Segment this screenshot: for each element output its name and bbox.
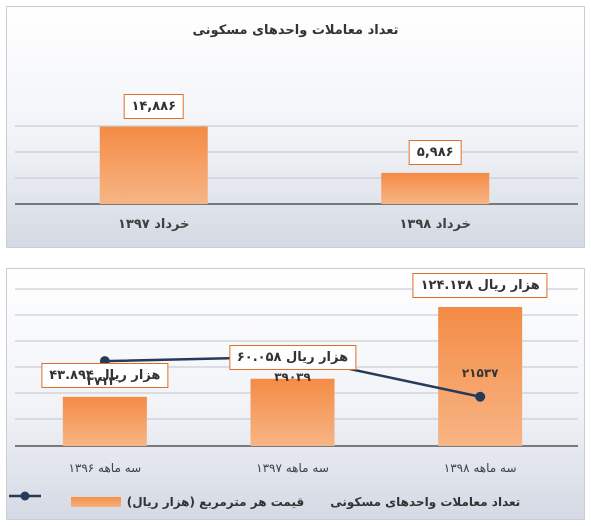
line-point [475,391,486,402]
x-tick-label: سه ماهه ۱۳۹۷ [256,461,329,475]
legend: تعداد معاملات واحدهای مسکونی قیمت هر متر… [7,490,584,514]
transactions-chart-panel: تعداد معاملات واحدهای مسکونی ۱۴,۸۸۶ ۵,۹۸… [6,6,585,248]
x-tick-label: سه ماهه ۱۳۹۶ [68,461,142,475]
price-chart-panel: هزار ریال ۴۳.۸۹۴ هزار ریال ۶۰.۰۵۸ هزار ر… [6,268,585,520]
transactions-chart-svg [15,125,578,205]
legend-item-line: تعداد معاملات واحدهای مسکونی [9,491,521,509]
legend-bar-swatch-icon [70,497,121,507]
bar-value-label: هزار ریال ۶۰.۰۵۸ [228,344,357,370]
legend-item-bar: قیمت هر مترمربع (هزار ریال) [70,495,305,509]
chart-title: تعداد معاملات واحدهای مسکونی [192,23,399,38]
price-chart-svg [15,288,578,447]
x-tick-label: خرداد ۱۳۹۷ [117,217,190,232]
legend-label: قیمت هر مترمربع (هزار ریال) [126,495,305,509]
line-point-label: ۳۹۰۳۹ [274,369,311,384]
bar [250,378,335,446]
bar [62,396,147,446]
bar [381,172,490,204]
line-point-label: ۲۱۵۳۷ [461,365,499,380]
bar-value-label: هزار ریال ۱۲۴.۱۳۸ [412,273,548,298]
bar-value-label: ۱۴,۸۸۶ [123,93,185,119]
bar [99,126,208,204]
line-point-label: ۳۷۱۲۰ [86,374,124,389]
bar-value-label: هزار ریال ۴۳.۸۹۴ [41,362,169,388]
bar [438,307,523,446]
x-tick-label: سه ماهه ۱۳۹۸ [443,461,517,475]
bar-value-label: ۵,۹۸۶ [408,139,462,165]
legend-line-marker-icon [9,491,41,501]
legend-label: تعداد معاملات واحدهای مسکونی [330,495,521,509]
x-tick-label: خرداد ۱۳۹۸ [399,217,472,232]
